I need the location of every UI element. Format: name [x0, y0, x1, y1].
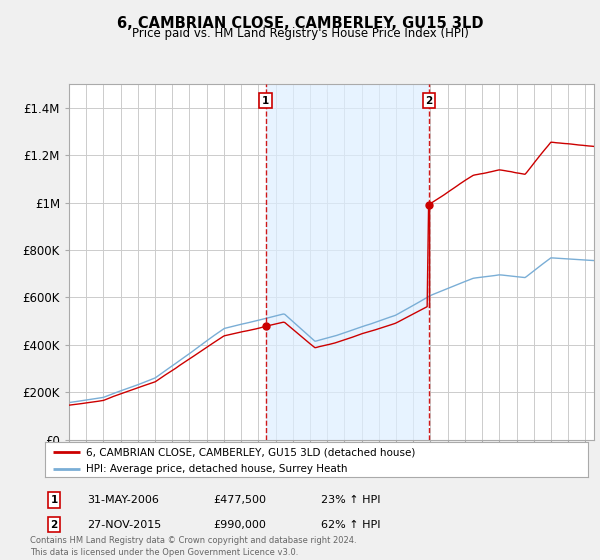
Text: 62% ↑ HPI: 62% ↑ HPI — [321, 520, 380, 530]
Text: 27-NOV-2015: 27-NOV-2015 — [87, 520, 161, 530]
Text: Contains HM Land Registry data © Crown copyright and database right 2024.
This d: Contains HM Land Registry data © Crown c… — [30, 536, 356, 557]
Text: 2: 2 — [50, 520, 58, 530]
Text: 1: 1 — [50, 495, 58, 505]
Bar — [266, 84, 429, 440]
Text: 6, CAMBRIAN CLOSE, CAMBERLEY, GU15 3LD (detached house): 6, CAMBRIAN CLOSE, CAMBERLEY, GU15 3LD (… — [86, 447, 415, 457]
Text: 31-MAY-2006: 31-MAY-2006 — [87, 495, 159, 505]
Text: Price paid vs. HM Land Registry's House Price Index (HPI): Price paid vs. HM Land Registry's House … — [131, 27, 469, 40]
Text: £477,500: £477,500 — [213, 495, 266, 505]
Text: 6, CAMBRIAN CLOSE, CAMBERLEY, GU15 3LD: 6, CAMBRIAN CLOSE, CAMBERLEY, GU15 3LD — [117, 16, 483, 31]
Text: HPI: Average price, detached house, Surrey Heath: HPI: Average price, detached house, Surr… — [86, 464, 347, 474]
Text: 23% ↑ HPI: 23% ↑ HPI — [321, 495, 380, 505]
Text: 1: 1 — [262, 96, 269, 106]
Text: £990,000: £990,000 — [213, 520, 266, 530]
Text: 2: 2 — [425, 96, 433, 106]
